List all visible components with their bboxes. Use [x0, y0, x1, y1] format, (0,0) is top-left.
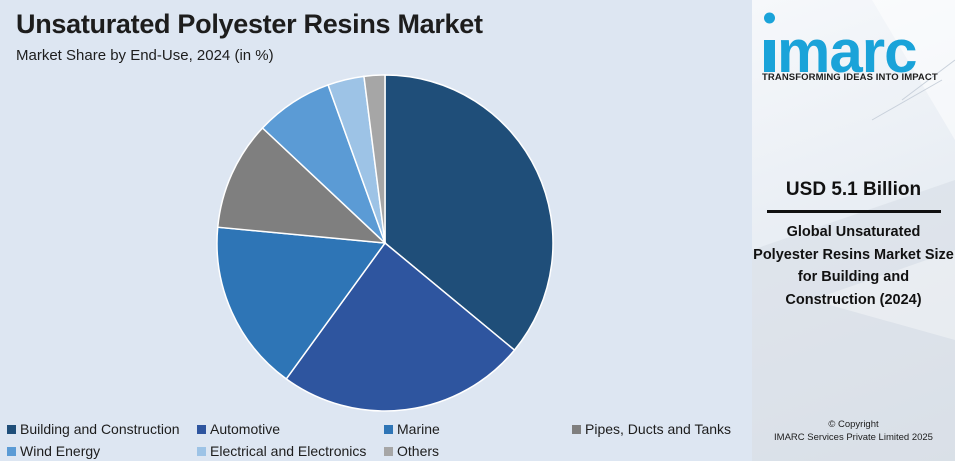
svg-text:marc: marc	[777, 18, 916, 76]
logo-tagline: TRANSFORMING IDEAS INTO IMPACT	[762, 72, 938, 83]
chart-title: Unsaturated Polyester Resins Market	[16, 9, 483, 39]
copyright-line-1: © Copyright	[828, 419, 879, 430]
copyright: © Copyright IMARC Services Private Limit…	[752, 418, 955, 444]
pie-slice-building-and-construction	[384, 74, 554, 352]
side-panel: marc TRANSFORMING IDEAS INTO IMPACT	[752, 0, 955, 461]
pie-slice-pipes-ducts-and-tanks	[216, 126, 388, 244]
copyright-line-2: IMARC Services Private Limited 2025	[774, 432, 933, 443]
pie-slice-others	[363, 74, 386, 244]
stat-divider	[767, 210, 941, 213]
background-decoration	[752, 0, 955, 461]
pie-slice-automotive	[285, 241, 516, 412]
pie-chart	[216, 74, 554, 412]
imarc-logo: marc	[762, 6, 947, 92]
chart-subtitle: Market Share by End-Use, 2024 (in %)	[16, 47, 274, 64]
stat-description: Global Unsaturated Polyester Resins Mark…	[753, 224, 954, 308]
stat-value: USD 5.1 Billion	[785, 179, 922, 200]
pie-slice-marine	[216, 226, 387, 380]
chart-panel: Unsaturated Polyester Resins Market Mark…	[0, 0, 752, 461]
